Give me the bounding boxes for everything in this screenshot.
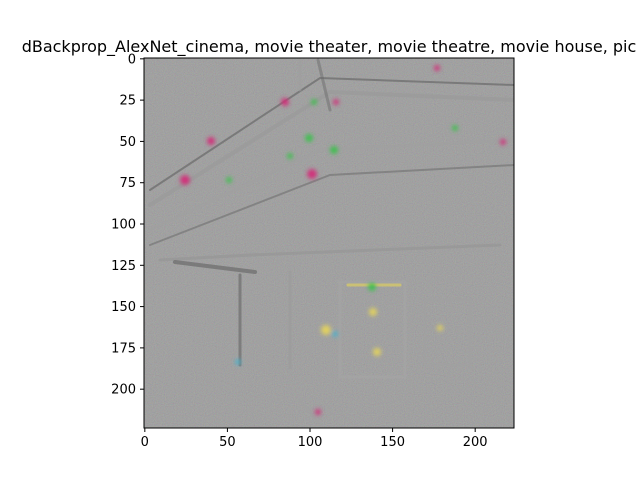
x-axis: 0 50 100 150 200 (141, 428, 488, 450)
y-tick-label: 125 (111, 259, 136, 274)
y-tick-label: 175 (111, 341, 136, 356)
x-tick-label: 200 (463, 435, 488, 450)
y-tick-label: 150 (111, 300, 136, 315)
x-tick-label: 100 (298, 435, 323, 450)
image-panel (144, 58, 514, 428)
x-tick-label: 50 (219, 435, 236, 450)
gradient-image-noise (144, 58, 514, 428)
y-tick-label: 25 (119, 94, 136, 109)
gradient-structures (148, 58, 514, 427)
x-tick-label: 0 (141, 435, 149, 450)
gradient-hotspots (180, 65, 506, 415)
y-axis: 0 25 50 75 100 125 150 175 200 (111, 52, 144, 398)
y-tick-label: 100 (111, 218, 136, 233)
x-tick-label: 150 (380, 435, 405, 450)
y-tick-label: 0 (128, 52, 136, 67)
y-tick-label: 50 (119, 135, 136, 150)
y-tick-label: 200 (111, 383, 136, 398)
figure-title: dBackprop_AlexNet_cinema, movie theater,… (22, 37, 637, 57)
y-tick-label: 75 (119, 176, 136, 191)
axes-frame (143, 57, 515, 429)
